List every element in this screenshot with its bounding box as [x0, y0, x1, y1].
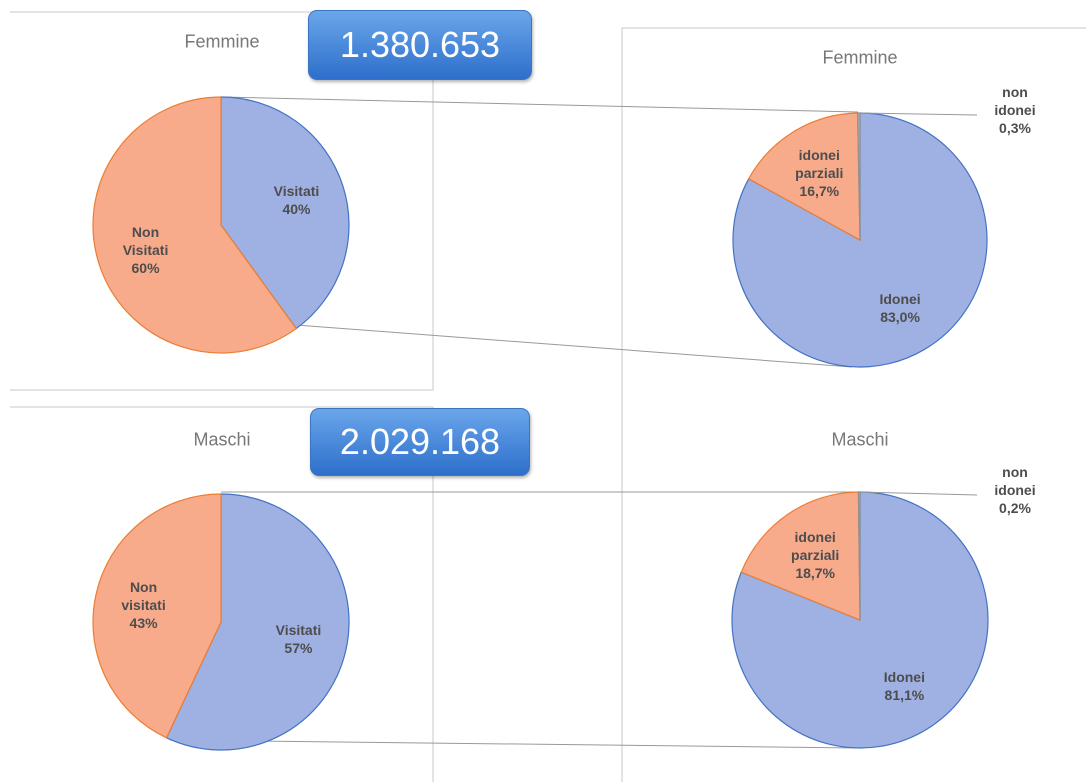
leader-line — [858, 112, 978, 116]
leader-line — [859, 491, 978, 496]
chart-title: Maschi — [831, 429, 889, 450]
label-name: idonei parziali — [795, 146, 844, 181]
chart-title: Femmine — [184, 31, 260, 52]
data-label: Non Visitati 60% — [114, 223, 178, 277]
frame — [621, 27, 1086, 782]
pie-slice — [92, 96, 298, 354]
connector — [169, 739, 859, 749]
label-value: 0,2% — [999, 500, 1031, 516]
label-value: 0,3% — [999, 120, 1031, 136]
label-value: 43% — [129, 614, 158, 631]
data-label: non idonei 0,3% — [983, 83, 1047, 137]
label-value: 81,1% — [884, 686, 925, 703]
label-name: Visitati — [273, 183, 320, 200]
data-label: non idonei 0,2% — [983, 463, 1047, 517]
total-badge: 2.029.168 — [310, 408, 530, 476]
data-label: Idonei 83,0% — [868, 290, 932, 326]
label-name: non idonei — [994, 84, 1036, 118]
data-label: Visitati 40% — [264, 182, 328, 218]
pie-slice — [220, 96, 350, 330]
label-value: 16,7% — [799, 182, 840, 199]
pie-slice — [747, 112, 861, 242]
label-value: 18,7% — [795, 564, 836, 581]
pie-slice — [740, 491, 861, 621]
label-name: Idonei — [879, 290, 921, 307]
label-value: 57% — [284, 640, 313, 657]
total-badge: 1.380.653 — [308, 10, 532, 80]
pie-slice — [92, 493, 222, 739]
data-label: idonei parziali 18,7% — [783, 528, 847, 582]
chart-title: Maschi — [193, 429, 251, 450]
chart-title: Femmine — [822, 47, 898, 68]
pie-slice — [165, 493, 350, 751]
label-name: Visitati — [275, 622, 322, 639]
label-name: Non visitati — [121, 578, 166, 613]
label-name: idonei parziali — [791, 528, 840, 563]
connectors — [169, 96, 859, 749]
data-label: Non visitati 43% — [112, 578, 176, 632]
frame — [10, 11, 434, 391]
data-label: Visitati 57% — [266, 621, 330, 657]
label-value: 60% — [131, 259, 160, 276]
connector — [220, 96, 859, 113]
data-label: Idonei 81,1% — [872, 668, 936, 704]
label-value: 83,0% — [880, 308, 920, 325]
data-label: idonei parziali 16,7% — [787, 146, 851, 200]
label-name: Non Visitati — [122, 223, 169, 258]
connector — [295, 324, 853, 368]
label-value: 40% — [282, 201, 311, 218]
label-name: Idonei — [883, 668, 925, 685]
label-name: non idonei — [994, 464, 1036, 498]
